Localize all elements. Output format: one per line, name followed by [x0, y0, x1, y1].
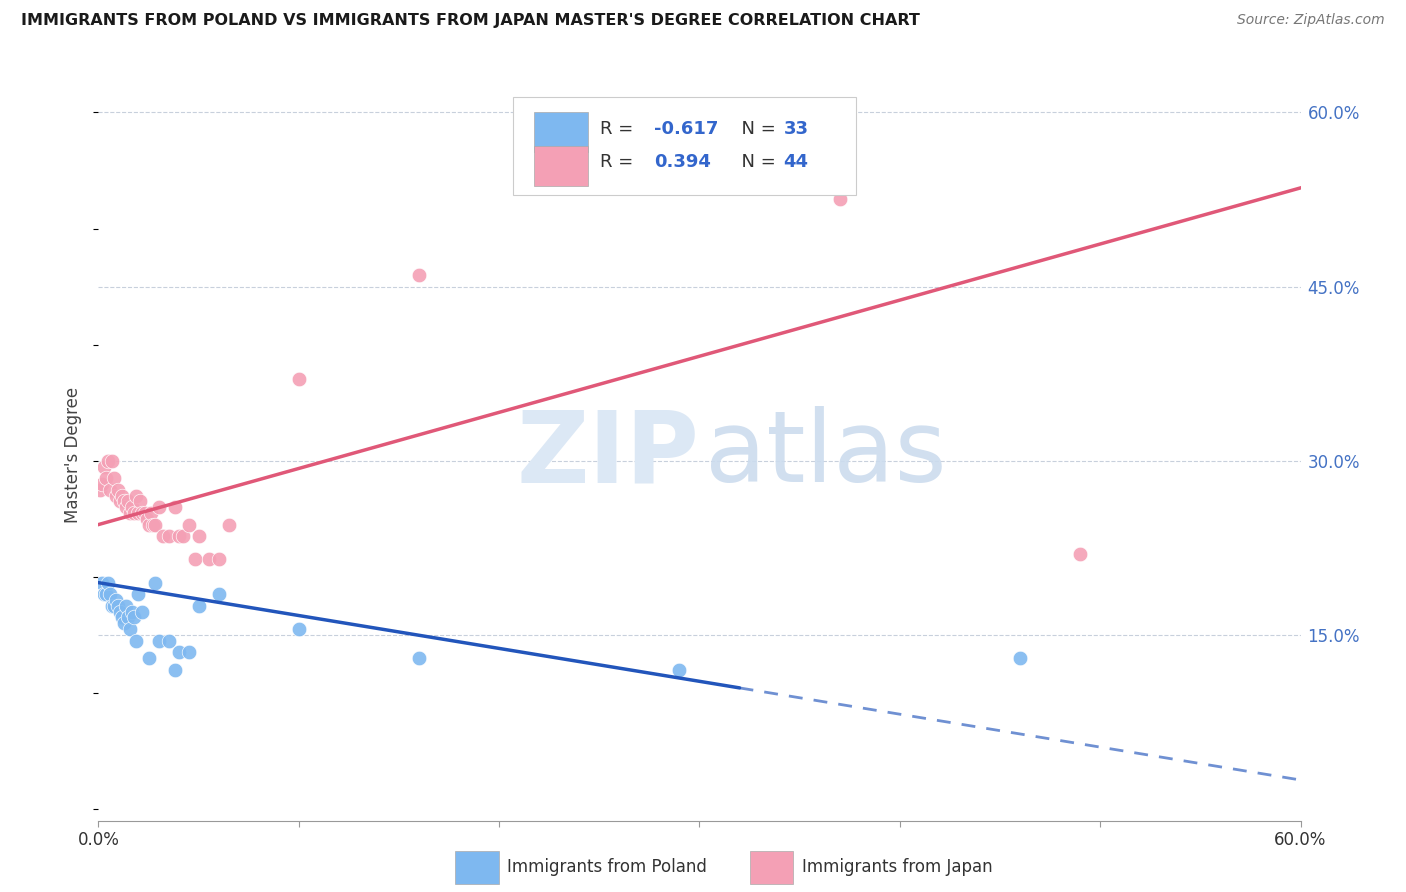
Point [177, 517, 200, 532]
Point [91, 575, 114, 590]
Point [100, 587, 122, 601]
Point [172, 529, 194, 543]
Point [408, 268, 430, 282]
Point [163, 663, 186, 677]
Point [134, 506, 156, 520]
Point [167, 645, 190, 659]
Point [129, 494, 152, 508]
Text: 44: 44 [783, 153, 808, 171]
Point [124, 610, 146, 624]
Point [89, 483, 111, 497]
Point [114, 494, 136, 508]
Point [135, 512, 157, 526]
Point [1069, 547, 1091, 561]
Point [187, 529, 209, 543]
Point [121, 500, 143, 515]
Point [97, 454, 120, 468]
Point [110, 605, 132, 619]
Point [1010, 651, 1032, 665]
Point [288, 622, 311, 636]
Point [96, 471, 118, 485]
Text: R =: R = [600, 120, 638, 137]
Point [177, 645, 200, 659]
Point [288, 372, 311, 386]
Point [121, 605, 143, 619]
Point [111, 610, 134, 624]
Text: ZIP: ZIP [516, 407, 700, 503]
Point [103, 599, 125, 613]
Point [141, 517, 163, 532]
Point [96, 587, 118, 601]
Point [103, 471, 125, 485]
Point [828, 193, 851, 207]
Point [117, 494, 139, 508]
Text: IMMIGRANTS FROM POLAND VS IMMIGRANTS FROM JAPAN MASTER'S DEGREE CORRELATION CHAR: IMMIGRANTS FROM POLAND VS IMMIGRANTS FRO… [21, 13, 920, 29]
Point [117, 610, 139, 624]
Point [163, 500, 186, 515]
Point [167, 529, 190, 543]
Text: Immigrants from Japan: Immigrants from Japan [801, 858, 993, 876]
Point [138, 517, 160, 532]
Text: Source: ZipAtlas.com: Source: ZipAtlas.com [1237, 13, 1385, 28]
Point [408, 651, 430, 665]
Text: N =: N = [730, 120, 782, 137]
Point [143, 575, 166, 590]
Text: 33: 33 [783, 120, 808, 137]
FancyBboxPatch shape [534, 112, 588, 153]
Point [107, 483, 129, 497]
Point [148, 500, 170, 515]
Point [208, 587, 231, 601]
Point [152, 529, 174, 543]
Point [187, 599, 209, 613]
Point [120, 506, 142, 520]
Text: Immigrants from Poland: Immigrants from Poland [508, 858, 707, 876]
Text: R =: R = [600, 153, 638, 171]
Point [139, 506, 162, 520]
Point [107, 599, 129, 613]
Text: 0.394: 0.394 [654, 153, 710, 171]
Point [91, 477, 114, 491]
Point [105, 593, 128, 607]
Point [208, 552, 231, 566]
Point [101, 599, 124, 613]
FancyBboxPatch shape [534, 145, 588, 186]
Point [110, 494, 132, 508]
Point [138, 651, 160, 665]
Point [157, 633, 180, 648]
Text: atlas: atlas [706, 407, 948, 503]
Point [101, 454, 124, 468]
Point [218, 517, 240, 532]
Point [128, 506, 150, 520]
Point [157, 529, 180, 543]
FancyBboxPatch shape [513, 96, 856, 195]
Point [125, 633, 148, 648]
Point [148, 633, 170, 648]
Point [97, 575, 120, 590]
Point [114, 616, 136, 631]
Point [100, 483, 122, 497]
Point [197, 552, 219, 566]
Point [120, 622, 142, 636]
Point [128, 587, 150, 601]
Point [125, 489, 148, 503]
Point [115, 599, 138, 613]
Text: N =: N = [730, 153, 782, 171]
Point [93, 459, 115, 474]
Y-axis label: Master's Degree: Master's Degree [65, 387, 83, 523]
Point [183, 552, 205, 566]
Point [143, 517, 166, 532]
FancyBboxPatch shape [456, 851, 499, 884]
Point [111, 489, 134, 503]
Point [105, 489, 128, 503]
Point [131, 605, 153, 619]
Point [131, 506, 153, 520]
Point [115, 500, 138, 515]
FancyBboxPatch shape [749, 851, 793, 884]
Point [124, 506, 146, 520]
Text: -0.617: -0.617 [654, 120, 718, 137]
Point [668, 663, 690, 677]
Point [93, 587, 115, 601]
